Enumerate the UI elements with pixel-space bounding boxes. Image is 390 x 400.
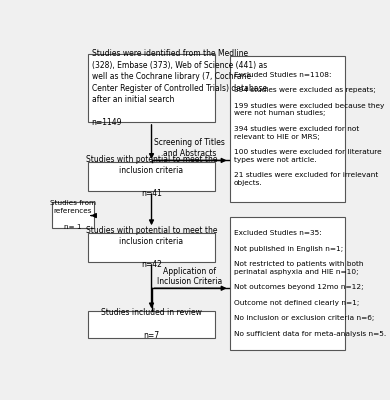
FancyBboxPatch shape	[88, 162, 215, 191]
FancyBboxPatch shape	[88, 54, 215, 122]
FancyBboxPatch shape	[88, 233, 215, 262]
FancyBboxPatch shape	[230, 218, 345, 350]
Text: Application of
Inclusion Criteria: Application of Inclusion Criteria	[157, 267, 222, 286]
FancyBboxPatch shape	[52, 202, 94, 228]
Text: Excluded Studies n=35:

Not published in English n=1;

Not restricted to patient: Excluded Studies n=35: Not published in …	[234, 230, 386, 337]
Text: Studies included in review

n=7: Studies included in review n=7	[101, 308, 202, 340]
Text: Excluded Studies n=1108:

394 studies were excluded as repeats;

199 studies wer: Excluded Studies n=1108: 394 studies wer…	[234, 72, 384, 186]
FancyBboxPatch shape	[230, 56, 345, 202]
Text: Screening of Titles
and Abstracts: Screening of Titles and Abstracts	[154, 138, 225, 158]
Text: Studies with potential to meet the
inclusion criteria

n=42: Studies with potential to meet the inclu…	[86, 226, 217, 269]
FancyBboxPatch shape	[88, 311, 215, 338]
Text: Studies with potential to meet the
inclusion criteria

n=41: Studies with potential to meet the inclu…	[86, 155, 217, 198]
Text: Studies from
references

n= 1: Studies from references n= 1	[50, 200, 96, 230]
Text: Studies were identified from the Medline
(328), Embase (373), Web of Science (44: Studies were identified from the Medline…	[92, 49, 267, 127]
